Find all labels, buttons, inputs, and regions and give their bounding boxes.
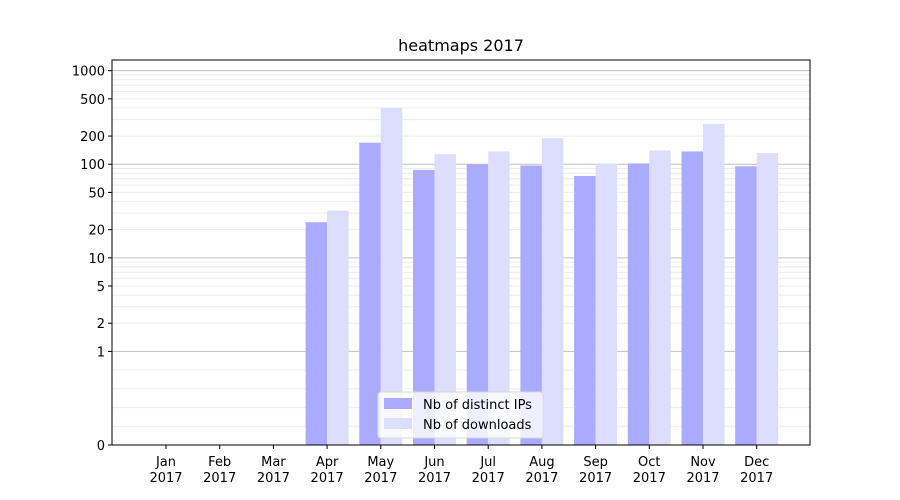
y-tick-label: 50 [88,186,105,201]
plot-frame [111,59,811,446]
y-tick-label: 2 [97,317,105,332]
x-tick-label: May 2017 [364,455,397,486]
bar-ips [627,163,650,445]
legend: Nb of distinct IPs Nb of downloads [377,391,544,439]
bar-downloads [434,154,456,446]
bar-downloads [756,152,779,445]
legend-swatch [384,418,412,429]
x-axis: Jan 2017 Feb 2017 Mar 2017 Apr 2017 May 2017 Jun 20… [149,445,773,486]
bar-ips [413,169,435,445]
bar-ips [735,166,757,445]
x-tick-label: Mar 2017 [257,455,290,486]
bars [305,107,779,446]
x-tick-label: Jul 2017 [472,455,505,486]
y-tick-label: 1 [97,345,105,360]
y-tick-label: 0 [97,439,105,454]
legend-label: Nb of downloads [423,418,532,433]
y-tick-label: 1000 [72,65,105,80]
y-axis: 0 1 2 5 10 20 50 100 200 500 1000 [72,65,112,454]
bar-ips [681,151,703,446]
x-tick-label: Dec 2017 [740,455,773,486]
x-tick-label: Jun 2017 [418,455,451,486]
x-tick-label: Jan 2017 [149,455,182,486]
x-tick-label: Feb 2017 [203,455,236,486]
bar-ips [520,165,542,446]
y-tick-label: 100 [80,158,105,173]
bar-downloads [595,163,618,445]
y-tick-label: 200 [80,130,105,145]
bar-downloads [380,107,403,446]
y-tick-label: 5 [97,280,105,295]
bar-downloads [703,123,725,445]
bar-ips [359,142,381,445]
legend-label: Nb of distinct IPs [423,398,532,413]
legend-swatch [384,398,412,409]
chart-title: heatmaps 2017 [398,36,524,55]
bar-ips [305,222,328,445]
x-tick-label: Aug 2017 [525,455,558,486]
legend-box [377,391,544,439]
bar-downloads [327,210,349,445]
x-tick-label: Oct 2017 [633,455,666,486]
bar-downloads [541,138,564,446]
x-tick-label: Apr 2017 [311,455,344,486]
x-tick-label: Nov 2017 [686,455,719,486]
bar-ips [574,175,596,445]
bar-downloads [649,150,671,445]
y-tick-label: 500 [80,93,105,108]
bar-ips [466,164,489,445]
y-tick-label: 10 [88,252,105,267]
x-tick-label: Sep 2017 [579,455,612,486]
bar-downloads [488,151,510,446]
y-tick-label: 20 [88,224,105,239]
